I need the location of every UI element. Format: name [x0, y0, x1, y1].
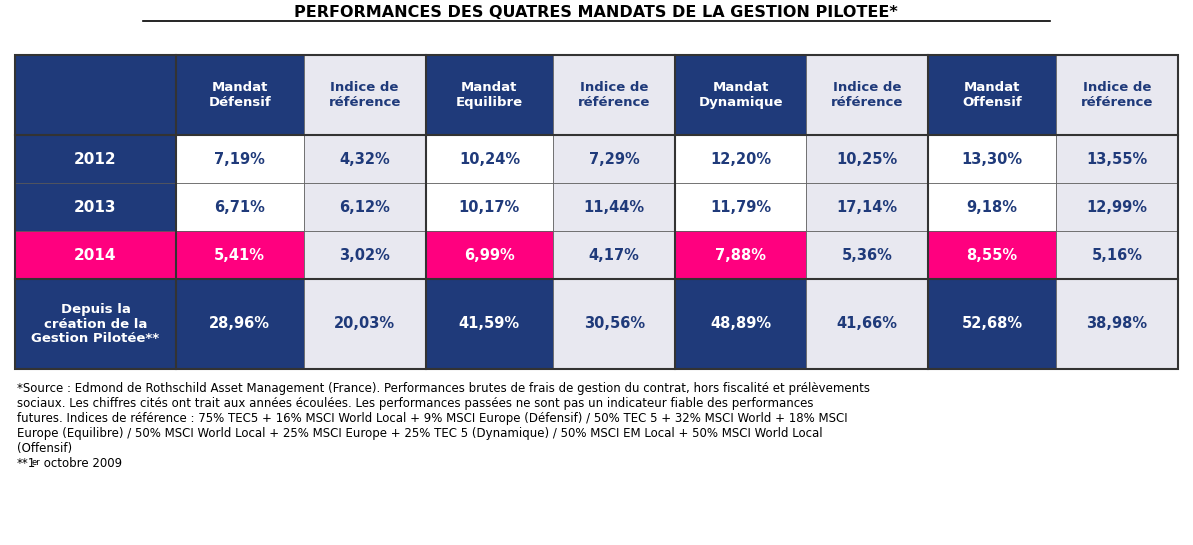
Text: 11,79%: 11,79% — [710, 199, 772, 215]
Text: 4,17%: 4,17% — [589, 247, 639, 263]
Text: 52,68%: 52,68% — [962, 317, 1022, 331]
Bar — [1056, 135, 1177, 183]
Text: 4,32%: 4,32% — [339, 152, 390, 167]
Text: er: er — [32, 458, 41, 467]
Text: 7,29%: 7,29% — [589, 152, 639, 167]
Bar — [554, 135, 675, 183]
Bar — [303, 135, 426, 183]
Text: PERFORMANCES DES QUATRES MANDATS DE LA GESTION PILOTEE*: PERFORMANCES DES QUATRES MANDATS DE LA G… — [295, 4, 898, 20]
Bar — [426, 135, 554, 183]
Bar — [675, 183, 806, 231]
Text: 6,12%: 6,12% — [339, 199, 390, 215]
Text: 8,55%: 8,55% — [966, 247, 1018, 263]
Bar — [675, 55, 806, 135]
Bar — [426, 55, 554, 135]
Text: 13,55%: 13,55% — [1087, 152, 1148, 167]
Bar — [175, 55, 303, 135]
Text: 10,25%: 10,25% — [836, 152, 898, 167]
Bar — [806, 183, 928, 231]
Bar — [675, 279, 806, 369]
Text: (Offensif): (Offensif) — [17, 442, 72, 455]
Bar — [1056, 279, 1177, 369]
Bar — [175, 183, 303, 231]
Text: Mandat
Equilibre: Mandat Equilibre — [456, 81, 523, 109]
Bar — [554, 183, 675, 231]
Bar — [303, 231, 426, 279]
Text: 5,41%: 5,41% — [215, 247, 265, 263]
Bar — [806, 55, 928, 135]
Text: 28,96%: 28,96% — [209, 317, 271, 331]
Bar — [928, 183, 1056, 231]
Bar — [806, 279, 928, 369]
Text: Indice de
référence: Indice de référence — [579, 81, 650, 109]
Text: 7,88%: 7,88% — [716, 247, 766, 263]
Text: 2013: 2013 — [74, 199, 117, 215]
Bar — [16, 231, 175, 279]
Text: *Source : Edmond de Rothschild Asset Management (France). Performances brutes de: *Source : Edmond de Rothschild Asset Man… — [17, 382, 870, 395]
Bar — [303, 183, 426, 231]
Bar — [175, 231, 303, 279]
Bar — [806, 135, 928, 183]
Bar — [928, 231, 1056, 279]
Bar — [554, 231, 675, 279]
Text: 30,56%: 30,56% — [583, 317, 645, 331]
Bar — [16, 135, 175, 183]
Text: 12,99%: 12,99% — [1087, 199, 1148, 215]
Bar — [303, 55, 426, 135]
Bar — [928, 279, 1056, 369]
Text: 41,59%: 41,59% — [459, 317, 520, 331]
Text: 41,66%: 41,66% — [836, 317, 898, 331]
Bar — [175, 135, 303, 183]
Text: 10,24%: 10,24% — [459, 152, 520, 167]
Text: 11,44%: 11,44% — [583, 199, 645, 215]
Text: Mandat
Défensif: Mandat Défensif — [209, 81, 271, 109]
Text: 20,03%: 20,03% — [334, 317, 395, 331]
Text: 2014: 2014 — [74, 247, 117, 263]
Text: 38,98%: 38,98% — [1087, 317, 1148, 331]
Bar — [426, 183, 554, 231]
Text: futures. Indices de référence : 75% TEC5 + 16% MSCI World Local + 9% MSCI Europe: futures. Indices de référence : 75% TEC5… — [17, 412, 847, 425]
Text: 17,14%: 17,14% — [836, 199, 898, 215]
Bar — [675, 135, 806, 183]
Text: 9,18%: 9,18% — [966, 199, 1018, 215]
Text: octobre 2009: octobre 2009 — [41, 457, 122, 470]
Bar — [928, 55, 1056, 135]
Text: **1: **1 — [17, 457, 36, 470]
Bar — [1056, 183, 1177, 231]
Text: 5,16%: 5,16% — [1092, 247, 1143, 263]
Bar — [554, 279, 675, 369]
Text: 5,36%: 5,36% — [842, 247, 892, 263]
Bar — [303, 279, 426, 369]
Text: Mandat
Offensif: Mandat Offensif — [963, 81, 1022, 109]
Text: Mandat
Dynamique: Mandat Dynamique — [699, 81, 783, 109]
Bar — [426, 279, 554, 369]
Text: 3,02%: 3,02% — [339, 247, 390, 263]
Bar — [16, 55, 1177, 369]
Bar — [426, 231, 554, 279]
Bar — [806, 231, 928, 279]
Bar — [928, 135, 1056, 183]
Text: Indice de
référence: Indice de référence — [328, 81, 401, 109]
Text: 48,89%: 48,89% — [710, 317, 772, 331]
Text: 7,19%: 7,19% — [215, 152, 265, 167]
Bar — [675, 231, 806, 279]
Bar — [1056, 231, 1177, 279]
Text: 13,30%: 13,30% — [962, 152, 1022, 167]
Text: Europe (Equilibre) / 50% MSCI World Local + 25% MSCI Europe + 25% TEC 5 (Dynamiq: Europe (Equilibre) / 50% MSCI World Loca… — [17, 427, 823, 440]
Text: 12,20%: 12,20% — [710, 152, 772, 167]
Bar — [16, 279, 175, 369]
Text: Depuis la
création de la
Gestion Pilotée**: Depuis la création de la Gestion Pilotée… — [31, 302, 160, 346]
Text: 6,71%: 6,71% — [215, 199, 265, 215]
Bar — [16, 183, 175, 231]
Bar — [16, 55, 175, 135]
Text: 6,99%: 6,99% — [464, 247, 515, 263]
Bar — [175, 279, 303, 369]
Text: Indice de
référence: Indice de référence — [832, 81, 903, 109]
Bar — [554, 55, 675, 135]
Text: 10,17%: 10,17% — [459, 199, 520, 215]
Text: sociaux. Les chiffres cités ont trait aux années écoulées. Les performances pass: sociaux. Les chiffres cités ont trait au… — [17, 397, 814, 410]
Text: 2012: 2012 — [74, 152, 117, 167]
Bar — [1056, 55, 1177, 135]
Text: Indice de
référence: Indice de référence — [1081, 81, 1154, 109]
